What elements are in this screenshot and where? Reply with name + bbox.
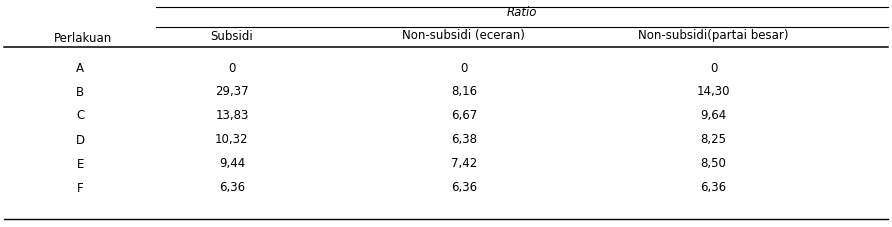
Text: 14,30: 14,30: [697, 85, 731, 98]
Text: A: A: [77, 61, 84, 74]
Text: Non-subsidi(partai besar): Non-subsidi(partai besar): [639, 29, 789, 42]
Text: 6,36: 6,36: [450, 181, 477, 194]
Text: 6,36: 6,36: [219, 181, 245, 194]
Text: 13,83: 13,83: [215, 109, 249, 122]
Text: 8,25: 8,25: [700, 133, 727, 146]
Text: 29,37: 29,37: [215, 85, 249, 98]
Text: 0: 0: [460, 61, 467, 74]
Text: 0: 0: [710, 61, 717, 74]
Text: 10,32: 10,32: [215, 133, 249, 146]
Text: 0: 0: [228, 61, 235, 74]
Text: Non-subsidi (eceran): Non-subsidi (eceran): [402, 29, 525, 42]
Text: 6,38: 6,38: [450, 133, 477, 146]
Text: 8,16: 8,16: [450, 85, 477, 98]
Text: E: E: [77, 157, 84, 170]
Text: B: B: [76, 85, 85, 98]
Text: 6,36: 6,36: [700, 181, 727, 194]
Text: 9,44: 9,44: [219, 157, 245, 170]
Text: Ratio: Ratio: [507, 7, 537, 20]
Text: Subsidi: Subsidi: [211, 29, 253, 42]
Text: Perlakuan: Perlakuan: [54, 31, 112, 44]
Text: 8,50: 8,50: [700, 157, 727, 170]
Text: 9,64: 9,64: [700, 109, 727, 122]
Text: 6,67: 6,67: [450, 109, 477, 122]
Text: 7,42: 7,42: [450, 157, 477, 170]
Text: F: F: [77, 181, 84, 194]
Text: C: C: [76, 109, 85, 122]
Text: D: D: [76, 133, 85, 146]
